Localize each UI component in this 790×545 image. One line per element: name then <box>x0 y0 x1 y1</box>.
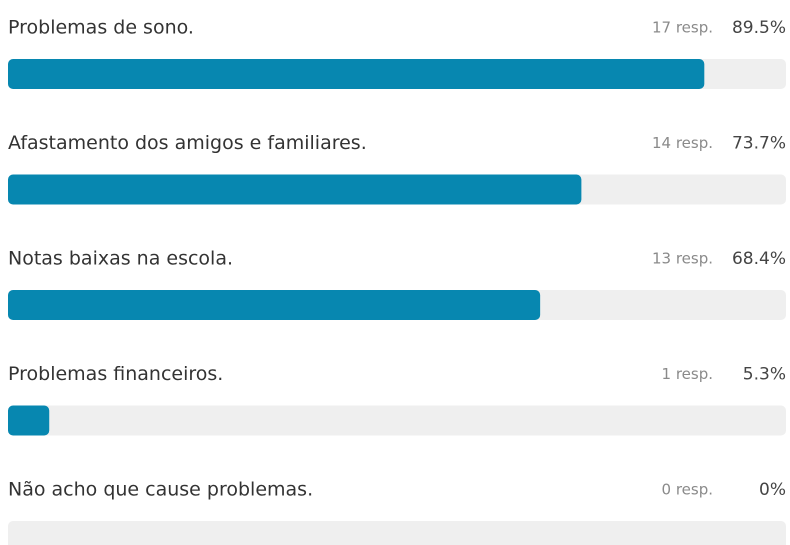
category-label: Problemas financeiros. <box>8 363 223 385</box>
category-label: Notas baixas na escola. <box>8 248 233 270</box>
response-count: 1 resp. <box>662 365 713 383</box>
category-label: Problemas de sono. <box>8 17 194 39</box>
bar <box>8 405 50 436</box>
bar-track <box>8 405 786 436</box>
bar <box>8 290 541 320</box>
value-label: 73.7% <box>732 134 786 154</box>
category-label: Afastamento dos amigos e familiares. <box>8 132 367 154</box>
bar <box>8 59 705 89</box>
response-count: 14 resp. <box>652 134 713 152</box>
response-count: 17 resp. <box>652 19 713 37</box>
value-label: 89.5% <box>732 18 786 38</box>
category-label: Não acho que cause problemas. <box>8 479 313 501</box>
bar <box>8 174 582 205</box>
response-count: 13 resp. <box>652 250 713 268</box>
value-label: 5.3% <box>743 365 786 385</box>
response-count: 0 resp. <box>662 481 713 499</box>
value-label: 68.4% <box>732 249 786 269</box>
bar-track <box>8 521 786 545</box>
value-label: 0% <box>759 480 786 500</box>
